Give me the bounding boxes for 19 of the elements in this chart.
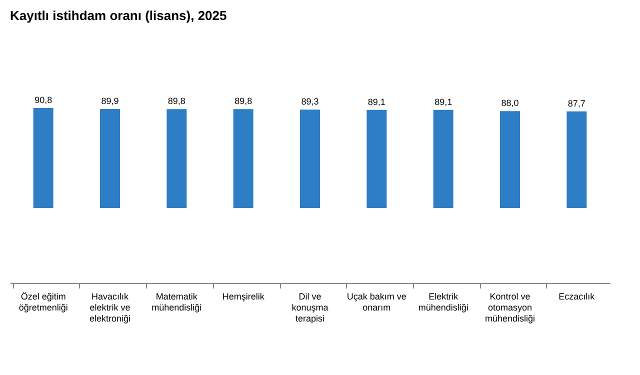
data-label: 88,0 [501, 98, 519, 108]
x-tick-label: Eczacılık [558, 292, 596, 302]
x-tick-label: Elektrik mühendisliği [418, 292, 468, 312]
x-tick-label: Matematik mühendisliği [152, 292, 202, 312]
data-label: 89,1 [368, 96, 386, 107]
x-tick-label: Hemşirelik [222, 292, 265, 302]
data-label: 89,9 [101, 96, 119, 106]
x-tick-label: Uçak bakım ve onarım [346, 292, 406, 312]
data-label: 87,7 [568, 98, 586, 108]
data-label: 89,1 [434, 96, 452, 107]
chart-title: Kayıtlı istihdam oranı (lisans), 2025 [10, 8, 227, 23]
data-label: 89,3 [301, 96, 319, 107]
data-label: 89,8 [168, 96, 186, 106]
x-tick-label: Dil ve konuşma terapisi [292, 292, 328, 324]
data-label: 89,8 [234, 96, 252, 106]
x-tick-label: Havacılık elektrik ve elektroniği [89, 292, 131, 324]
data-label: 90,8 [34, 95, 52, 105]
x-tick-label: Kontrol ve otomasyon mühendisliği [484, 292, 536, 324]
x-tick-label: Özel eğitim öğretmenliği [18, 292, 68, 312]
